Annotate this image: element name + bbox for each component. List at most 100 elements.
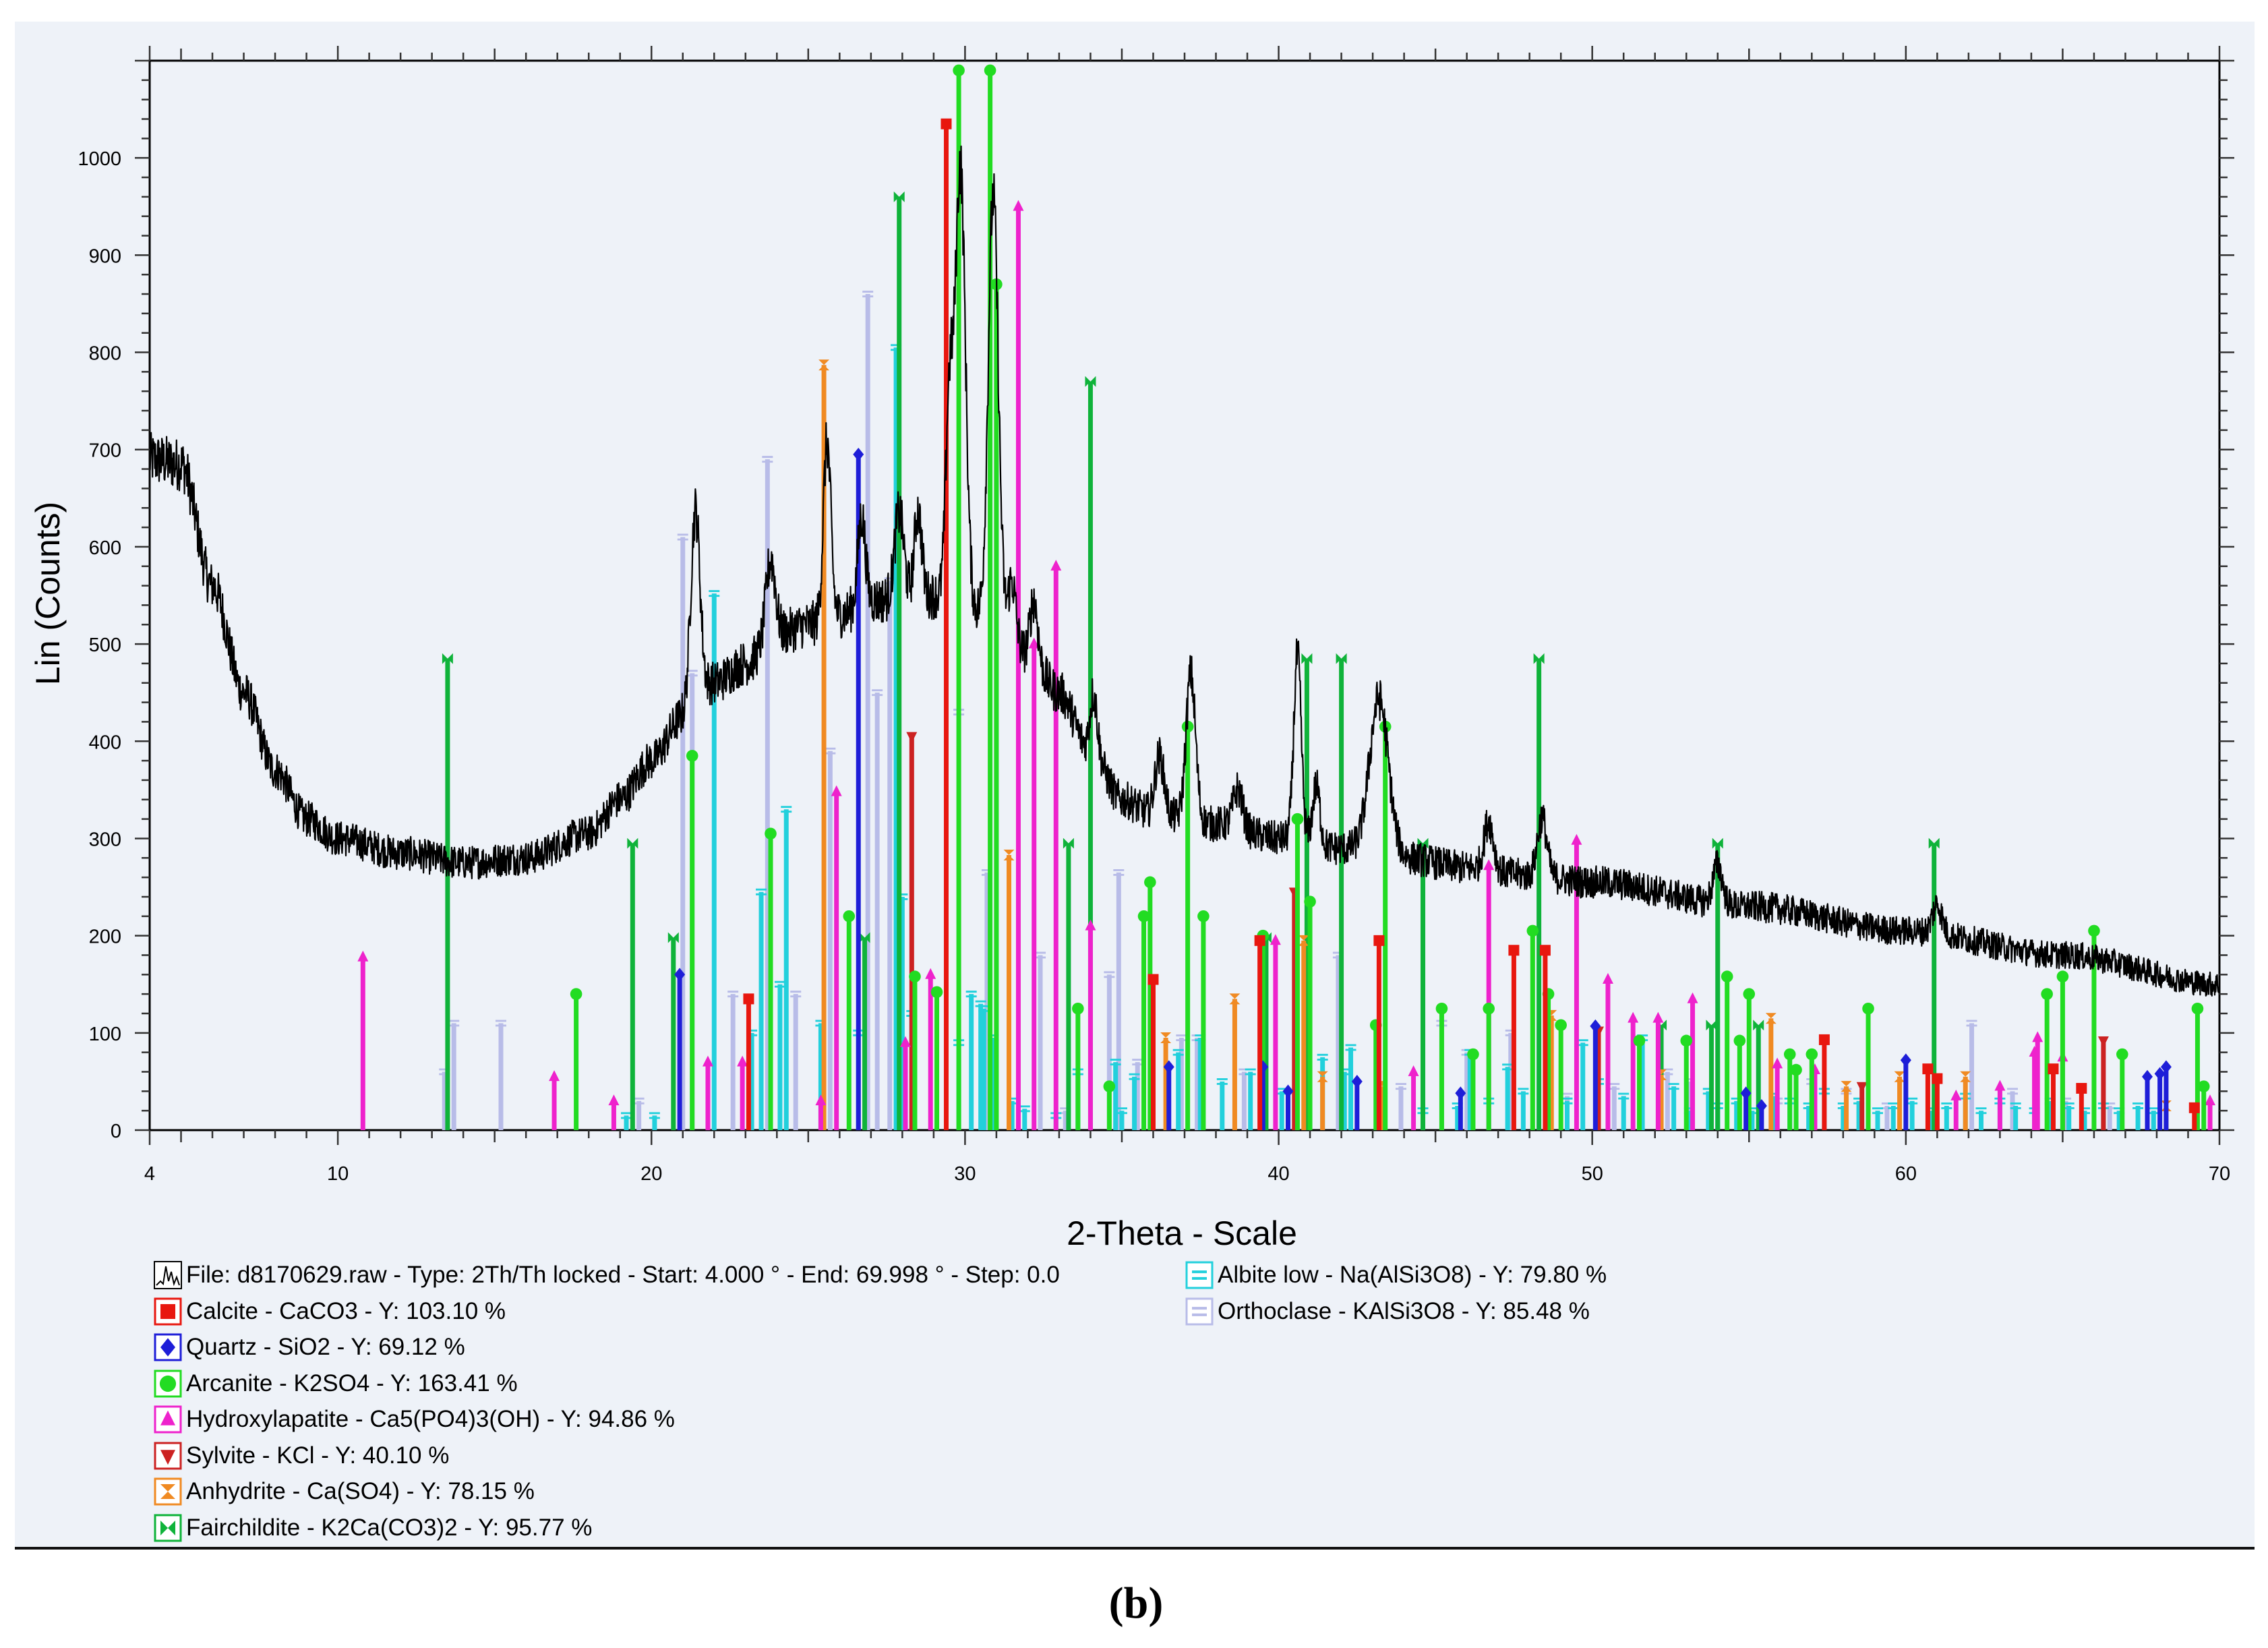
phase-peak-marker: [1467, 1048, 1479, 1061]
phase-peak-marker: [853, 448, 864, 461]
phase-peak-marker: [1928, 837, 1940, 849]
phase-peak-marker: [1856, 1082, 1868, 1093]
phase-peak-marker: [357, 950, 369, 962]
square-marker-icon: [154, 1297, 182, 1326]
phase-peak-marker: [743, 993, 754, 1005]
phase-peak-marker: [862, 291, 874, 297]
phase-peak-marker: [1577, 1039, 1588, 1047]
phase-series: [743, 118, 2200, 1130]
phase-peak-marker: [762, 456, 773, 463]
phase-peak-marker: [1063, 837, 1074, 849]
x-tick-label: 20: [640, 1163, 662, 1185]
phase-series: [674, 448, 2172, 1130]
phase-peak-marker: [1590, 1019, 1601, 1033]
phase-peak-marker: [627, 837, 638, 849]
phase-peak-marker: [1765, 1013, 1777, 1024]
phase-peak-marker: [872, 689, 883, 697]
legend-label: Fairchildite - K2Ca(CO3)2 - Y: 95.77 %: [186, 1514, 593, 1541]
phase-peak-marker: [1706, 1020, 1717, 1031]
phase-peak-marker: [925, 968, 936, 979]
x-tick-label: 30: [954, 1163, 976, 1185]
diffraction-pattern: [148, 145, 2221, 997]
triangle-down-marker-icon: [154, 1442, 182, 1470]
phase-peak-marker: [686, 670, 698, 677]
phase-peak-marker: [2007, 1088, 2018, 1095]
phase-peak-marker: [570, 988, 583, 1000]
phase-peak-marker: [1317, 1053, 1328, 1061]
diamond-marker-icon: [154, 1333, 182, 1361]
y-tick-label: 1000: [78, 148, 121, 170]
bars-marker-icon: [1185, 1261, 1214, 1289]
phase-peak-marker: [765, 827, 777, 840]
phase-peak-marker: [1116, 1107, 1127, 1115]
phase-peak-marker: [2048, 1063, 2059, 1075]
phase-peak-marker: [1561, 1097, 1573, 1105]
phase-peak-marker: [1336, 653, 1347, 664]
phase-peak-marker: [1176, 1034, 1187, 1041]
legend-item-arcanite: Arcanite - K2SO4 - Y: 163.41 %: [154, 1368, 518, 1399]
phase-peak-marker: [674, 968, 686, 982]
phase-peak-marker: [1602, 972, 1613, 984]
legend-item-hydroxylapatite: Hydroxylapatite - Ca5(PO4)3(OH) - Y: 94.…: [154, 1404, 675, 1435]
phase-peak-marker: [1888, 1102, 1899, 1109]
phase-peak-marker: [815, 1094, 827, 1106]
phase-peak-marker: [2191, 1002, 2204, 1015]
phase-peak-marker: [906, 732, 918, 743]
phase-peak-marker: [1539, 945, 1551, 956]
divider-line: [15, 1547, 2255, 1550]
x-tick-label: 10: [327, 1163, 349, 1185]
phase-peak-marker: [1483, 859, 1495, 871]
y-tick-label: 100: [89, 1024, 121, 1045]
phase-peak-marker: [1216, 1078, 1228, 1085]
y-axis-label: Lin (Counts): [29, 502, 67, 685]
phase-peak-marker: [737, 1055, 748, 1067]
phase-peak-marker: [930, 986, 943, 999]
phase-peak-marker: [2205, 1094, 2216, 1106]
y-tick-label: 500: [89, 635, 121, 656]
legend-label: Anhydrite - Ca(SO4) - Y: 78.15 %: [186, 1478, 535, 1504]
phase-peak-marker: [495, 1020, 506, 1027]
phase-peak-marker: [1753, 1020, 1764, 1031]
phase-peak-marker: [2032, 1031, 2043, 1042]
bars-marker-icon: [1185, 1297, 1214, 1326]
phase-peak-marker: [1050, 560, 1062, 571]
phase-peak-marker: [893, 191, 905, 202]
phase-peak-marker: [1270, 934, 1281, 945]
legend-label: Hydroxylapatite - Ca5(PO4)3(OH) - Y: 94.…: [186, 1406, 675, 1432]
legend-item-quartz: Quartz - SiO2 - Y: 69.12 %: [154, 1332, 465, 1363]
phase-peak-marker: [790, 991, 802, 998]
phase-peak-marker: [2148, 1107, 2159, 1115]
phase-peak-marker: [774, 980, 785, 988]
phase-peak-marker: [1035, 951, 1046, 959]
phase-peak-marker: [1129, 1073, 1140, 1080]
phase-peak-marker: [2154, 1067, 2166, 1081]
phase-peak-marker: [1408, 1065, 1419, 1076]
phase-peak-marker: [2041, 988, 2053, 1000]
phase-peak-marker: [1298, 935, 1309, 946]
phase-peak-marker: [1160, 1032, 1172, 1044]
phase-peak-marker: [1841, 1081, 1852, 1092]
plot-area: [148, 59, 2221, 1131]
phase-peak-marker: [1110, 1059, 1121, 1066]
legend-item-orthoclase: Orthoclase - KAlSi3O8 - Y: 85.48 %: [1185, 1296, 1590, 1327]
phase-peak-marker: [909, 970, 921, 982]
chart-legend: File: d8170629.raw - Type: 2Th/Th locked…: [154, 1260, 2176, 1543]
legend-item-albite: Albite low - Na(AlSi3O8) - Y: 79.80 %: [1185, 1260, 1607, 1291]
phase-peak-marker: [1003, 849, 1015, 860]
hourglass-marker-icon: [154, 1477, 182, 1506]
phase-peak-marker: [1555, 1019, 1567, 1032]
legend-label: Orthoclase - KAlSi3O8 - Y: 85.48 %: [1218, 1298, 1590, 1324]
legend-item-sylvite: Sylvite - KCl - Y: 40.10 %: [154, 1440, 449, 1471]
phase-peak-marker: [1132, 1059, 1143, 1066]
phase-peak-marker: [709, 590, 720, 597]
phase-series: [818, 359, 2172, 1130]
plot-frame: [148, 59, 2221, 1131]
phase-peak-marker: [448, 1020, 460, 1027]
phase-peak-marker: [1019, 1105, 1030, 1113]
pattern-line-icon: [154, 1261, 182, 1289]
phase-peak-marker: [1013, 200, 1024, 211]
phase-peak-marker: [1818, 1034, 1830, 1045]
phase-peak-marker: [1317, 1071, 1328, 1082]
y-tick-label: 900: [89, 245, 121, 267]
phase-peak-marker: [621, 1112, 632, 1119]
